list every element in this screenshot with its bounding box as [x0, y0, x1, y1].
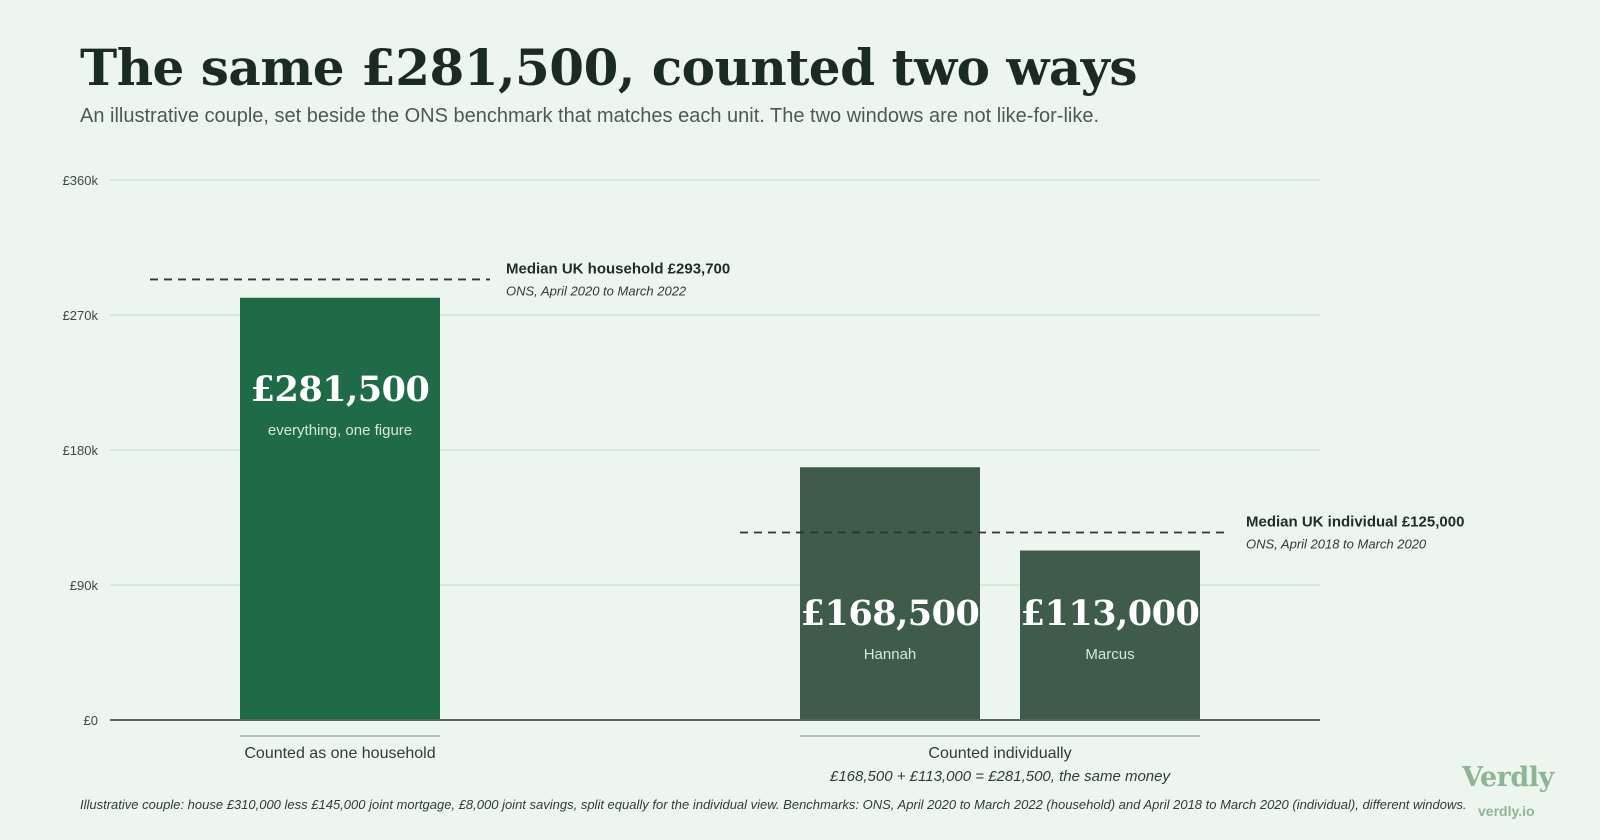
- bar-caption: Hannah: [864, 646, 917, 663]
- group-label: Counted individually: [928, 745, 1071, 762]
- chart-title: The same £281,500, counted two ways: [80, 38, 1138, 97]
- chart-subtitle: An illustrative couple, set beside the O…: [80, 105, 1100, 127]
- group-label: Counted as one household: [244, 745, 435, 762]
- bar: [240, 297, 440, 720]
- y-tick-label: £360k: [63, 173, 99, 188]
- bar-caption: everything, one figure: [268, 422, 412, 439]
- bar-value-label: £168,500: [801, 593, 980, 634]
- bar-value-label: £281,500: [251, 369, 430, 410]
- y-tick-label: £90k: [70, 578, 99, 593]
- footnote: Illustrative couple: house £310,000 less…: [80, 797, 1467, 812]
- benchmark-source: ONS, April 2018 to March 2020: [1246, 537, 1427, 552]
- y-tick-label: £0: [84, 713, 98, 728]
- y-tick-label: £180k: [63, 443, 99, 458]
- y-tick-label: £270k: [63, 308, 99, 323]
- bar-value-label: £113,000: [1021, 593, 1200, 634]
- bar: [1020, 550, 1200, 720]
- bar-caption: Marcus: [1085, 646, 1134, 663]
- benchmark-label: Median UK individual £125,000: [1246, 514, 1464, 531]
- group-sublabel: £168,500 + £113,000 = £281,500, the same…: [829, 768, 1171, 785]
- benchmark-source: ONS, April 2020 to March 2022: [506, 283, 687, 298]
- benchmark-label: Median UK household £293,700: [506, 260, 730, 277]
- brand-url: verdly.io: [1478, 803, 1535, 819]
- brand-logo: Verdly: [1462, 762, 1554, 793]
- bar: [800, 467, 980, 720]
